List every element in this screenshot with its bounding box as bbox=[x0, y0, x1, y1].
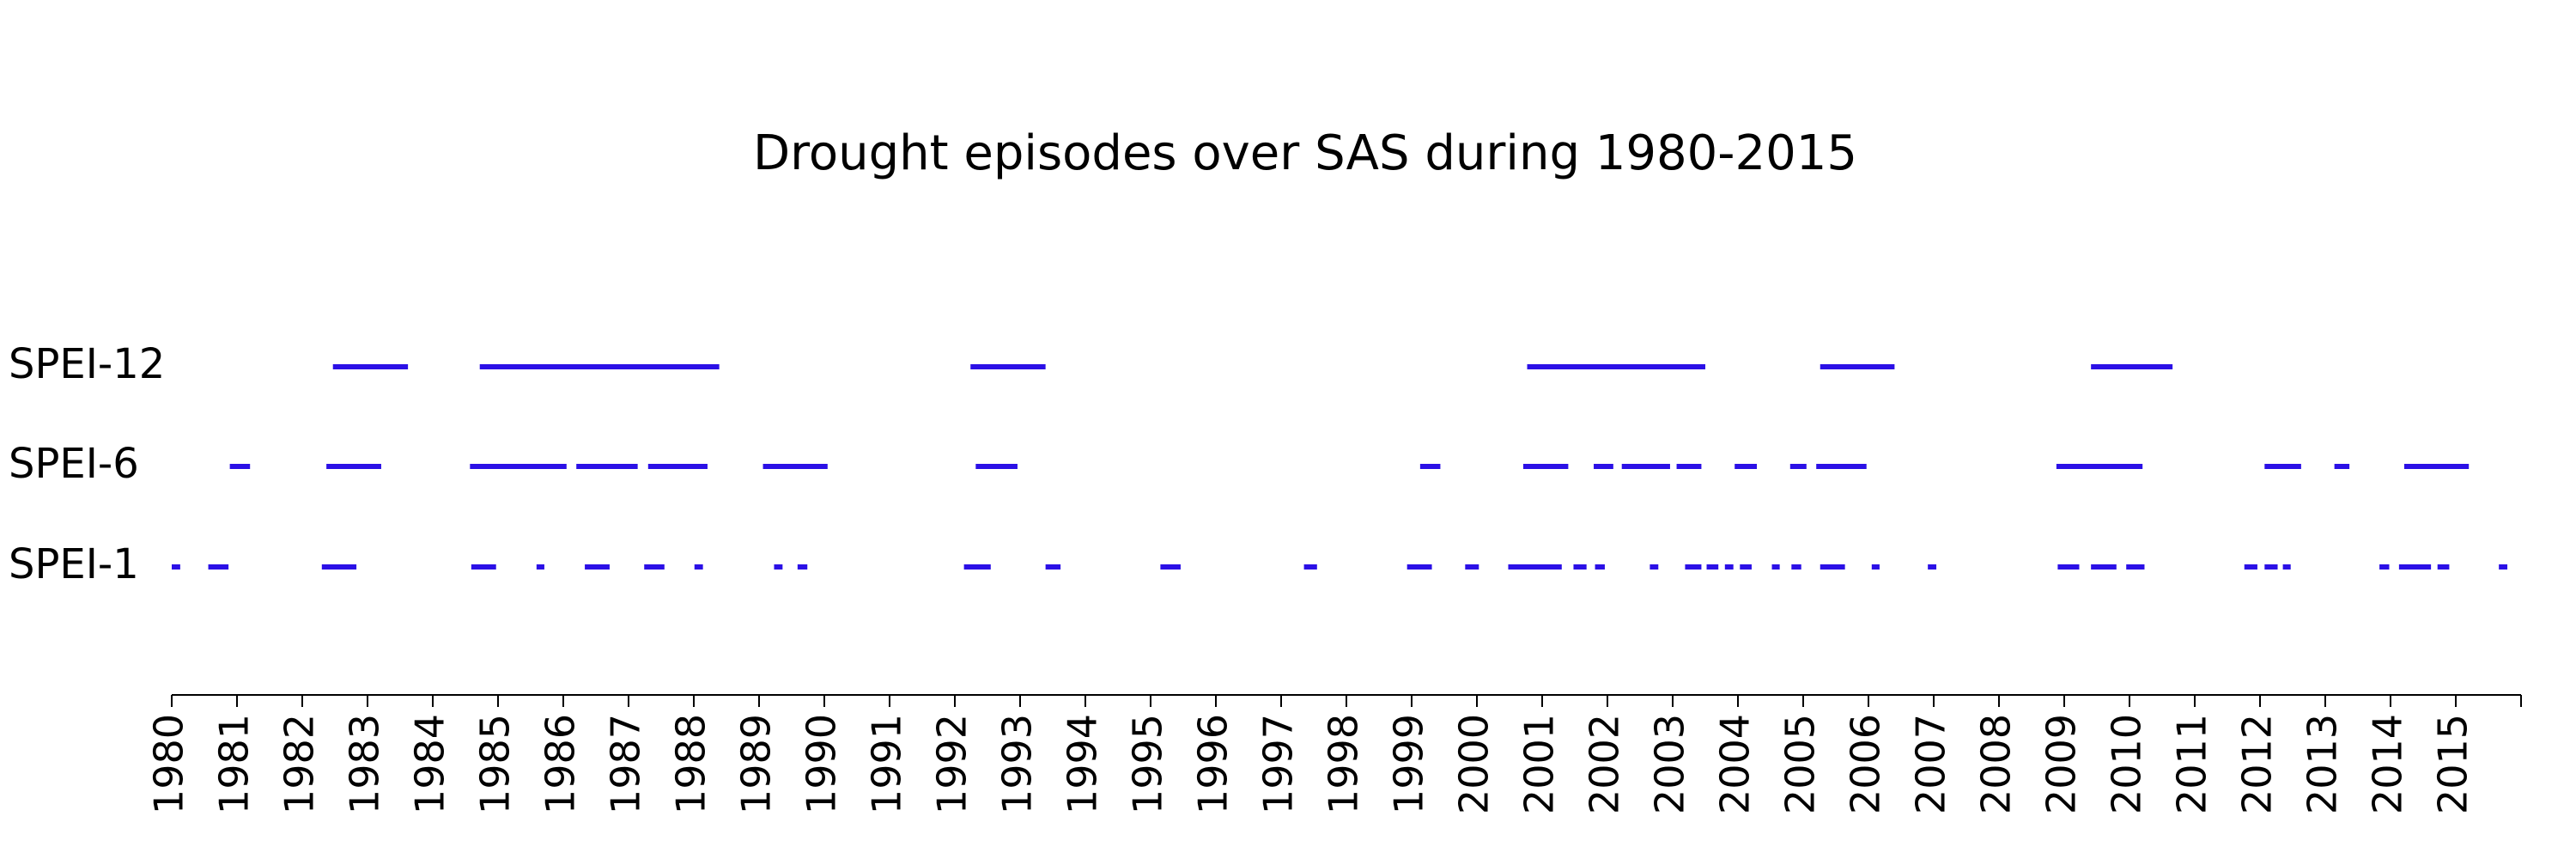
x-tick-label: 2013 bbox=[2300, 714, 2346, 814]
x-tick-label: 1997 bbox=[1255, 714, 1302, 814]
x-tick-label: 1999 bbox=[1386, 714, 1432, 814]
row-label: SPEI-12 bbox=[9, 340, 165, 388]
x-tick-label: 2004 bbox=[1712, 714, 1759, 814]
x-tick-label: 2011 bbox=[2169, 714, 2215, 814]
x-tick-label: 2015 bbox=[2430, 714, 2476, 814]
x-tick-label: 2006 bbox=[1843, 714, 1889, 814]
x-tick-label: 1981 bbox=[211, 714, 258, 814]
x-tick-label: 1980 bbox=[146, 714, 192, 814]
row-label: SPEI-1 bbox=[9, 540, 139, 588]
x-tick-label: 1998 bbox=[1321, 714, 1367, 814]
x-tick-label: 1989 bbox=[733, 714, 780, 814]
x-tick-label: 1983 bbox=[342, 714, 388, 814]
x-tick-label: 1985 bbox=[472, 714, 519, 814]
chart-title: Drought episodes over SAS during 1980-20… bbox=[753, 125, 1857, 181]
x-tick-label: 2005 bbox=[1777, 714, 1824, 814]
x-tick-label: 2003 bbox=[1647, 714, 1693, 814]
x-tick-label: 1988 bbox=[668, 714, 714, 814]
x-tick-label: 2009 bbox=[2038, 714, 2085, 814]
x-tick-label: 1987 bbox=[603, 714, 649, 814]
x-tick-label: 1990 bbox=[799, 714, 845, 814]
x-tick-label: 1984 bbox=[407, 714, 453, 814]
x-tick-label: 2014 bbox=[2365, 714, 2411, 814]
x-tick-label: 2000 bbox=[1451, 714, 1498, 814]
x-tick-label: 1982 bbox=[276, 714, 323, 814]
x-tick-label: 1993 bbox=[994, 714, 1041, 814]
x-tick-label: 1996 bbox=[1190, 714, 1236, 814]
x-tick-label: 1994 bbox=[1060, 714, 1106, 814]
row-label: SPEI-6 bbox=[9, 440, 139, 488]
x-tick-label: 1991 bbox=[864, 714, 910, 814]
x-tick-label: 2010 bbox=[2104, 714, 2150, 814]
x-tick-label: 1992 bbox=[929, 714, 975, 814]
x-tick-label: 2007 bbox=[1908, 714, 1954, 814]
x-tick-label: 2001 bbox=[1516, 714, 1563, 814]
x-tick-label: 1995 bbox=[1125, 714, 1171, 814]
x-tick-label: 1986 bbox=[538, 714, 584, 814]
x-tick-label: 2012 bbox=[2234, 714, 2281, 814]
x-tick-label: 2008 bbox=[1973, 714, 2020, 814]
x-tick-label: 2002 bbox=[1582, 714, 1628, 814]
